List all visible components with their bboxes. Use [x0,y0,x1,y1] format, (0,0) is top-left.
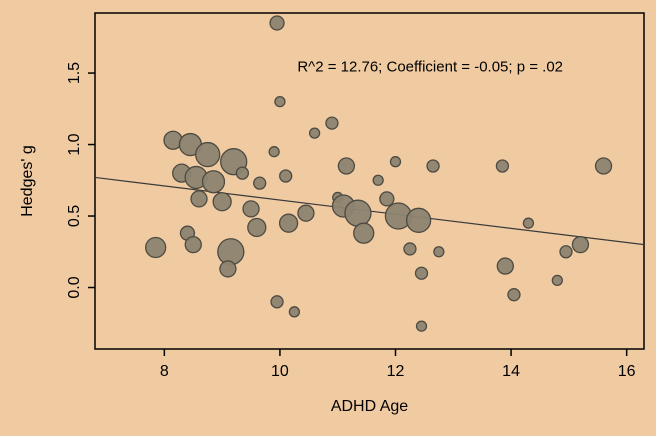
data-bubble [145,236,167,259]
data-bubble [212,192,232,212]
data-bubble [426,159,440,173]
data-bubble [195,141,221,168]
data-bubble [571,235,590,254]
data-bubble [415,320,428,332]
data-bubble [184,235,202,254]
data-bubble [433,246,445,258]
y-tick-label: 0.0 [66,276,83,298]
x-tick-label: 12 [387,363,405,380]
data-bubble [594,157,613,175]
x-tick-label: 10 [271,363,289,380]
data-bubble [379,191,395,207]
x-tick-label: 16 [618,363,636,380]
data-bubble [337,157,356,175]
data-bubble [522,217,535,229]
y-tick-label: 1.5 [66,62,83,84]
data-bubble [279,169,293,183]
data-bubble [559,245,573,259]
data-bubble [201,170,226,194]
data-bubble [308,127,321,139]
data-bubble [235,166,250,180]
data-bubble [269,15,285,31]
data-bubble [507,288,521,302]
data-bubble [372,174,384,186]
data-bubble [297,204,315,222]
y-tick-label: 0.5 [66,205,83,227]
y-axis-label: Hedges' g [19,145,36,217]
data-bubble [190,190,208,208]
plot-box [94,12,645,350]
data-bubble [403,242,417,256]
stats-annotation: R^2 = 12.76; Coefficient = -0.05; p = .0… [297,59,563,76]
x-tick-label: 14 [502,363,520,380]
data-bubble [389,156,402,168]
data-bubble [278,213,299,233]
data-bubble [242,200,260,218]
data-bubble [288,306,301,318]
data-bubble [274,95,286,108]
data-bubble [551,274,563,287]
x-tick-label: 8 [160,363,169,380]
data-bubble [247,217,267,238]
data-bubble [270,295,284,309]
x-axis-label: ADHD Age [330,398,409,415]
data-bubble [495,159,510,173]
data-bubble [268,146,280,158]
data-bubble [353,222,375,244]
data-bubble [219,260,237,278]
data-bubble [405,207,432,233]
y-tick-label: 1.0 [66,133,83,155]
data-bubble [344,199,372,227]
data-bubble [253,176,267,190]
data-bubble [325,116,339,130]
data-bubble [414,266,429,280]
data-bubble [496,257,514,275]
